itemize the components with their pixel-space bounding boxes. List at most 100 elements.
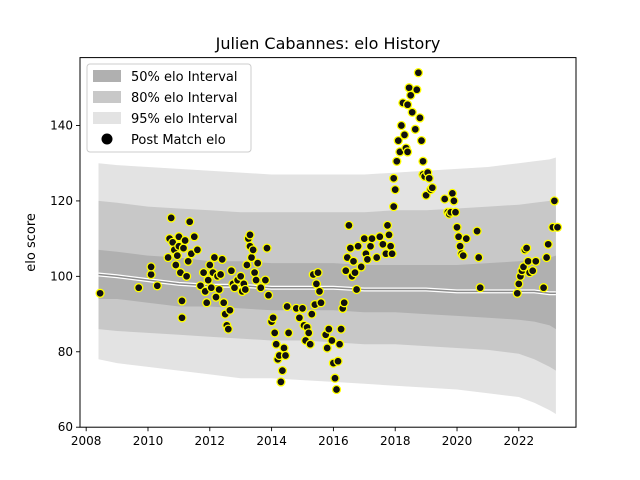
data-point [177,296,187,306]
data-point [263,290,274,300]
data-point [336,324,346,334]
data-point [270,328,280,338]
data-point [152,281,162,291]
data-point [333,356,343,366]
data-point [350,267,360,278]
data-point [378,239,388,249]
data-point [276,377,286,387]
legend-marker-point [101,133,113,145]
data-point [171,260,181,270]
data-point [362,254,373,265]
x-tick-label: 2018 [380,434,411,448]
data-point [203,275,213,285]
data-point [416,135,427,146]
data-point [512,288,522,298]
legend-swatch-95 [93,112,121,124]
y-tick-label: 80 [58,345,73,359]
data-point [365,241,376,251]
data-point [353,241,363,251]
data-point [95,288,105,298]
data-point [283,328,294,338]
data-point [528,266,538,276]
data-point [307,309,317,319]
data-point [146,262,156,272]
data-point [331,384,342,395]
data-point [541,252,552,263]
data-point [202,298,212,308]
data-point [387,249,397,259]
data-point [334,339,345,349]
data-point [181,271,192,281]
data-point [225,305,235,315]
data-point [205,260,215,270]
data-point [412,85,422,95]
data-point [229,283,240,293]
data-point [271,339,281,349]
data-point [316,298,326,308]
data-point [455,241,465,251]
data-point [248,245,258,255]
data-point [418,156,428,166]
data-point [393,135,403,146]
data-point [324,324,334,334]
data-point [256,283,266,293]
data-point [389,173,399,183]
data-point [348,256,359,266]
data-point [392,156,402,166]
data-point [311,279,322,289]
data-point [215,269,226,280]
data-point [396,120,407,131]
data-point [279,343,289,353]
data-point [474,252,484,263]
data-point [531,256,541,266]
y-tick-label: 60 [58,420,73,434]
data-point [549,196,560,206]
data-point [407,107,417,117]
data-point [314,286,325,297]
data-point [206,283,216,293]
x-tick-label: 2008 [71,434,102,448]
data-point [382,220,393,231]
data-point [253,258,263,268]
legend-swatch-50 [93,70,121,82]
y-tick-label: 120 [50,194,73,208]
data-point [402,100,413,110]
data-point [424,173,434,183]
legend-box [86,63,252,153]
data-point [341,266,351,276]
data-point [322,343,332,353]
data-point [453,232,464,242]
data-point [245,230,255,240]
data-point [223,324,233,334]
data-point [297,303,308,314]
y-axis: 60 80 100 120 140 [50,118,80,434]
data-point [399,130,410,140]
legend-label-80: 80% elo Interval [131,91,238,106]
data-point [359,233,369,244]
data-point [211,292,221,302]
data-point [172,250,182,261]
data-point [367,233,377,244]
data-point [356,262,366,272]
data-point [189,232,199,242]
data-point [177,313,187,323]
data-point [390,184,400,195]
data-point [313,267,323,278]
data-point [404,83,414,93]
data-point [305,339,315,349]
data-point [447,188,458,199]
data-point [521,243,532,253]
data-point [209,252,220,263]
data-point [260,275,271,285]
data-point [236,271,246,281]
data-point [543,239,553,249]
data-point [134,283,144,293]
data-point [198,267,209,278]
data-point [327,335,337,346]
legend-label-point: Post Match elo [131,133,226,148]
data-point [523,256,533,266]
legend-label-50: 50% elo Interval [131,70,238,85]
data-point [304,328,314,338]
data-point [345,243,356,253]
